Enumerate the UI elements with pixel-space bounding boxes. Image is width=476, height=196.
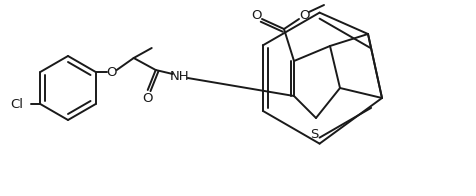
Text: O: O bbox=[251, 8, 261, 22]
Text: S: S bbox=[310, 128, 318, 141]
Text: Cl: Cl bbox=[10, 97, 23, 111]
Text: NH: NH bbox=[170, 70, 189, 83]
Text: O: O bbox=[142, 92, 153, 104]
Text: O: O bbox=[107, 65, 117, 79]
Text: O: O bbox=[299, 8, 309, 22]
